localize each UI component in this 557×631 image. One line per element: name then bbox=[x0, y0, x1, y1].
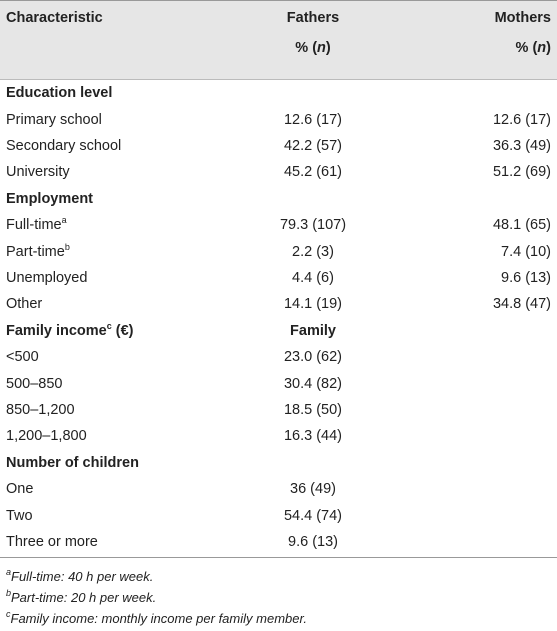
row-label-text: Two bbox=[6, 507, 33, 524]
section-title: Family incomec (€) bbox=[6, 321, 134, 341]
section-title: Employment bbox=[6, 189, 93, 209]
row-label: <500 bbox=[6, 347, 39, 367]
fathers-value: 54.4 (74) bbox=[283, 507, 343, 524]
row-label: Primary school bbox=[6, 110, 102, 130]
section-title: Number of children bbox=[6, 453, 139, 473]
mothers-value: 7.4 (10) bbox=[501, 243, 551, 260]
table-bottom-rule bbox=[0, 557, 557, 559]
fathers-value: 23.0 (62) bbox=[283, 349, 343, 366]
row-label: One bbox=[6, 479, 33, 499]
section-title-suffix: (€) bbox=[111, 322, 134, 339]
mothers-value: 51.2 (69) bbox=[492, 164, 551, 181]
footnote-mark: c bbox=[6, 609, 11, 620]
row-label-text: <500 bbox=[6, 349, 39, 366]
row-label-sup: b bbox=[64, 241, 70, 252]
row-label-text: 850–1,200 bbox=[6, 402, 75, 418]
row-label-text: Full-time bbox=[6, 217, 62, 234]
unit-variable: n bbox=[317, 40, 326, 56]
row-label: Secondary school bbox=[6, 136, 121, 156]
row-label-text: Three or more bbox=[6, 534, 98, 550]
row-label: Part-timeb bbox=[6, 242, 70, 262]
header-characteristic: Characteristic bbox=[6, 10, 103, 26]
footnote: bPart-time: 20 h per week. bbox=[6, 588, 157, 606]
footnote-text: Family income: monthly income per family… bbox=[10, 611, 307, 627]
fathers-value: 16.3 (44) bbox=[283, 428, 343, 445]
row-label-text: Primary school bbox=[6, 111, 102, 128]
fathers-value: 45.2 (61) bbox=[283, 164, 343, 181]
fathers-value: 79.3 (107) bbox=[279, 217, 347, 234]
unit-prefix: % ( bbox=[295, 40, 318, 56]
fathers-value: 14.1 (19) bbox=[283, 296, 343, 313]
row-label: 500–850 bbox=[6, 374, 62, 394]
unit-suffix: ) bbox=[546, 40, 551, 56]
fathers-value: 9.6 (13) bbox=[288, 534, 338, 550]
section-title-text: Education level bbox=[6, 85, 113, 102]
mothers-value: 9.6 (13) bbox=[501, 270, 551, 286]
fathers-value: 18.5 (50) bbox=[283, 402, 343, 418]
unit-variable: n bbox=[537, 40, 547, 56]
header-fathers-unit: % (n) bbox=[295, 38, 330, 58]
row-label-text: University bbox=[6, 164, 70, 181]
row-label: 850–1,200 bbox=[6, 400, 75, 420]
footnote-mark: b bbox=[6, 588, 12, 599]
mothers-value: 36.3 (49) bbox=[492, 138, 551, 154]
section-title-text: Family income bbox=[6, 322, 107, 339]
fathers-value: 36 (49) bbox=[290, 481, 336, 498]
unit-prefix: % ( bbox=[515, 40, 538, 56]
row-label: Full-timea bbox=[6, 215, 67, 235]
section-column-label: Family bbox=[290, 322, 336, 339]
fathers-value: 12.6 (17) bbox=[283, 111, 343, 128]
footnote-mark: a bbox=[6, 567, 12, 578]
footnote-text: Full-time: 40 h per week. bbox=[11, 569, 154, 585]
fathers-value: 30.4 (82) bbox=[283, 375, 343, 392]
row-label-text: 500–850 bbox=[6, 375, 63, 392]
header-fathers: Fathers bbox=[286, 10, 340, 26]
header-mothers-unit: % (n) bbox=[516, 38, 551, 58]
row-label-text: Part-time bbox=[6, 243, 65, 260]
row-label-text: Secondary school bbox=[6, 138, 122, 154]
row-label: Unemployed bbox=[6, 268, 87, 288]
header-mothers: Mothers bbox=[494, 10, 551, 26]
row-label-text: Unemployed bbox=[6, 270, 88, 286]
section-title-text: Employment bbox=[6, 190, 94, 207]
section-title-sup: c bbox=[106, 320, 112, 331]
row-label-text: 1,200–1,800 bbox=[6, 428, 87, 445]
footnote-text: Part-time: 20 h per week. bbox=[11, 590, 157, 606]
row-label: Two bbox=[6, 506, 33, 526]
row-label-text: One bbox=[6, 481, 34, 498]
header-band bbox=[0, 0, 557, 80]
row-label: University bbox=[6, 162, 70, 182]
mothers-value: 12.6 (17) bbox=[492, 111, 551, 128]
row-label: 1,200–1,800 bbox=[6, 426, 87, 446]
row-label-sup: a bbox=[61, 215, 67, 226]
section-title-text: Number of children bbox=[6, 454, 139, 471]
unit-suffix: ) bbox=[325, 40, 331, 56]
footnote: aFull-time: 40 h per week. bbox=[6, 567, 154, 585]
row-label-text: Other bbox=[6, 296, 43, 313]
fathers-value: 4.4 (6) bbox=[292, 270, 334, 286]
fathers-value: 2.2 (3) bbox=[292, 243, 334, 260]
footnote: cFamily income: monthly income per famil… bbox=[6, 609, 307, 627]
mothers-value: 48.1 (65) bbox=[492, 217, 551, 234]
row-label: Other bbox=[6, 294, 42, 314]
mothers-value: 34.8 (47) bbox=[492, 296, 551, 313]
fathers-value: 42.2 (57) bbox=[283, 138, 343, 154]
section-title: Education level bbox=[6, 83, 112, 103]
row-label: Three or more bbox=[6, 532, 98, 552]
